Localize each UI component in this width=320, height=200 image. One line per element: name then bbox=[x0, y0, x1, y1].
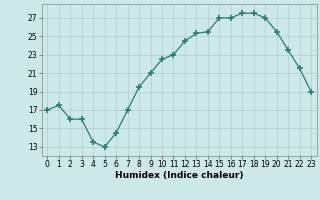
X-axis label: Humidex (Indice chaleur): Humidex (Indice chaleur) bbox=[115, 171, 244, 180]
